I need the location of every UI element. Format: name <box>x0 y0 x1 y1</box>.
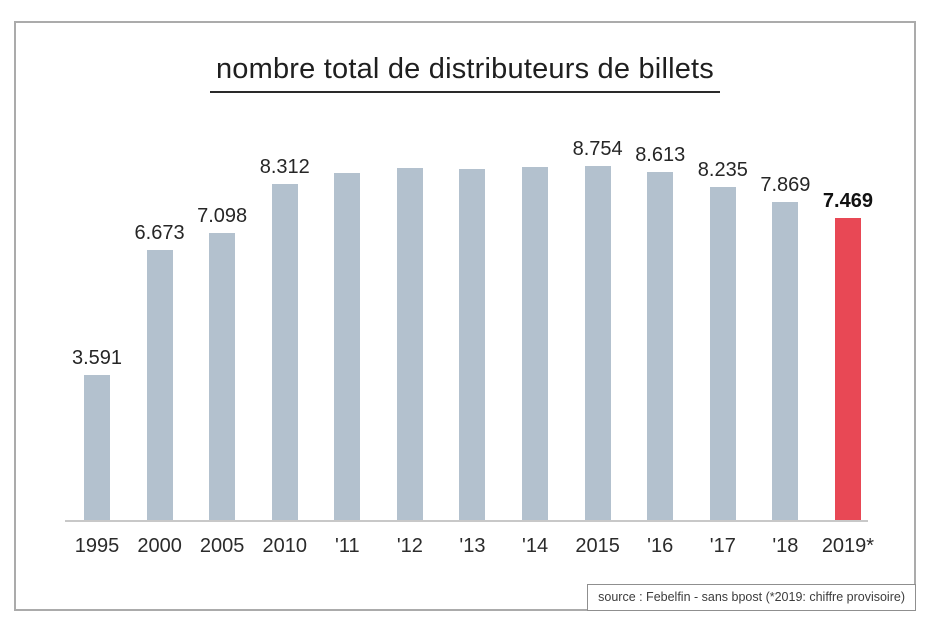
source-note: source : Febelfin - sans bpost (*2019: c… <box>587 584 916 611</box>
x-axis-label: 2015 <box>575 535 620 557</box>
bar-value-label: 3.591 <box>71 347 123 369</box>
bar <box>271 184 298 520</box>
bar-group: 8.312 2010 <box>254 23 316 609</box>
bar <box>522 167 549 520</box>
bar-value-label: 8.613 <box>635 144 686 166</box>
bar-group: '12 <box>379 23 441 609</box>
bar-group: '11 <box>316 23 378 609</box>
bar-value-label: 8.312 <box>259 156 310 178</box>
title-wrap: nombre total de distributeurs de billets <box>16 53 914 93</box>
bar-group: 8.754 2015 <box>567 23 629 609</box>
x-axis-label: '13 <box>459 535 486 557</box>
x-axis-label: 2010 <box>262 535 307 557</box>
bar-highlighted <box>834 218 861 520</box>
x-axis-label: 2005 <box>199 535 245 557</box>
bar-group: 7.469 2019* <box>817 23 879 609</box>
bar <box>146 250 173 520</box>
bar-value-label: 7.869 <box>760 174 811 196</box>
x-axis-label: '18 <box>772 535 799 557</box>
bar <box>209 233 236 520</box>
bar-group: 7.098 2005 <box>191 23 253 609</box>
bar-group: '13 <box>441 23 503 609</box>
bar-group: '14 <box>504 23 566 609</box>
bar-value-label: 7.469 <box>822 190 873 212</box>
bar-group: 7.869 '18 <box>754 23 816 609</box>
bar <box>772 202 799 520</box>
x-axis-label: '14 <box>522 535 549 557</box>
bar-group: 6.673 2000 <box>129 23 191 609</box>
bar-value-label: 8.754 <box>572 138 623 160</box>
x-axis-label: 2019* <box>821 535 875 557</box>
plot-area: 3.591 1995 6.673 2000 7.098 2005 8.312 2010 '11 '… <box>16 23 914 609</box>
bar-value-label: 7.098 <box>197 205 248 227</box>
bar <box>459 169 486 520</box>
x-axis-label: 1995 <box>74 535 120 557</box>
bar-group: 8.613 '16 <box>629 23 691 609</box>
bar <box>647 172 674 520</box>
x-axis-label: 2000 <box>137 535 182 557</box>
bar <box>396 168 423 520</box>
bar-value-label: 6.673 <box>134 222 185 244</box>
x-axis-label: '12 <box>396 535 423 557</box>
x-axis-label: '16 <box>647 535 674 557</box>
bar-group: 3.591 1995 <box>66 23 128 609</box>
x-axis-label: '17 <box>709 535 736 557</box>
bar <box>709 187 736 520</box>
x-axis-label: '11 <box>335 535 360 557</box>
bar-value-label: 8.235 <box>697 159 748 181</box>
bar <box>334 173 361 520</box>
x-axis-line <box>65 520 868 522</box>
bar <box>84 375 110 520</box>
bar <box>584 166 611 520</box>
chart-title: nombre total de distributeurs de billets <box>209 53 721 93</box>
chart-frame: nombre total de distributeurs de billets… <box>14 21 916 611</box>
bar-group: 8.235 '17 <box>692 23 754 609</box>
